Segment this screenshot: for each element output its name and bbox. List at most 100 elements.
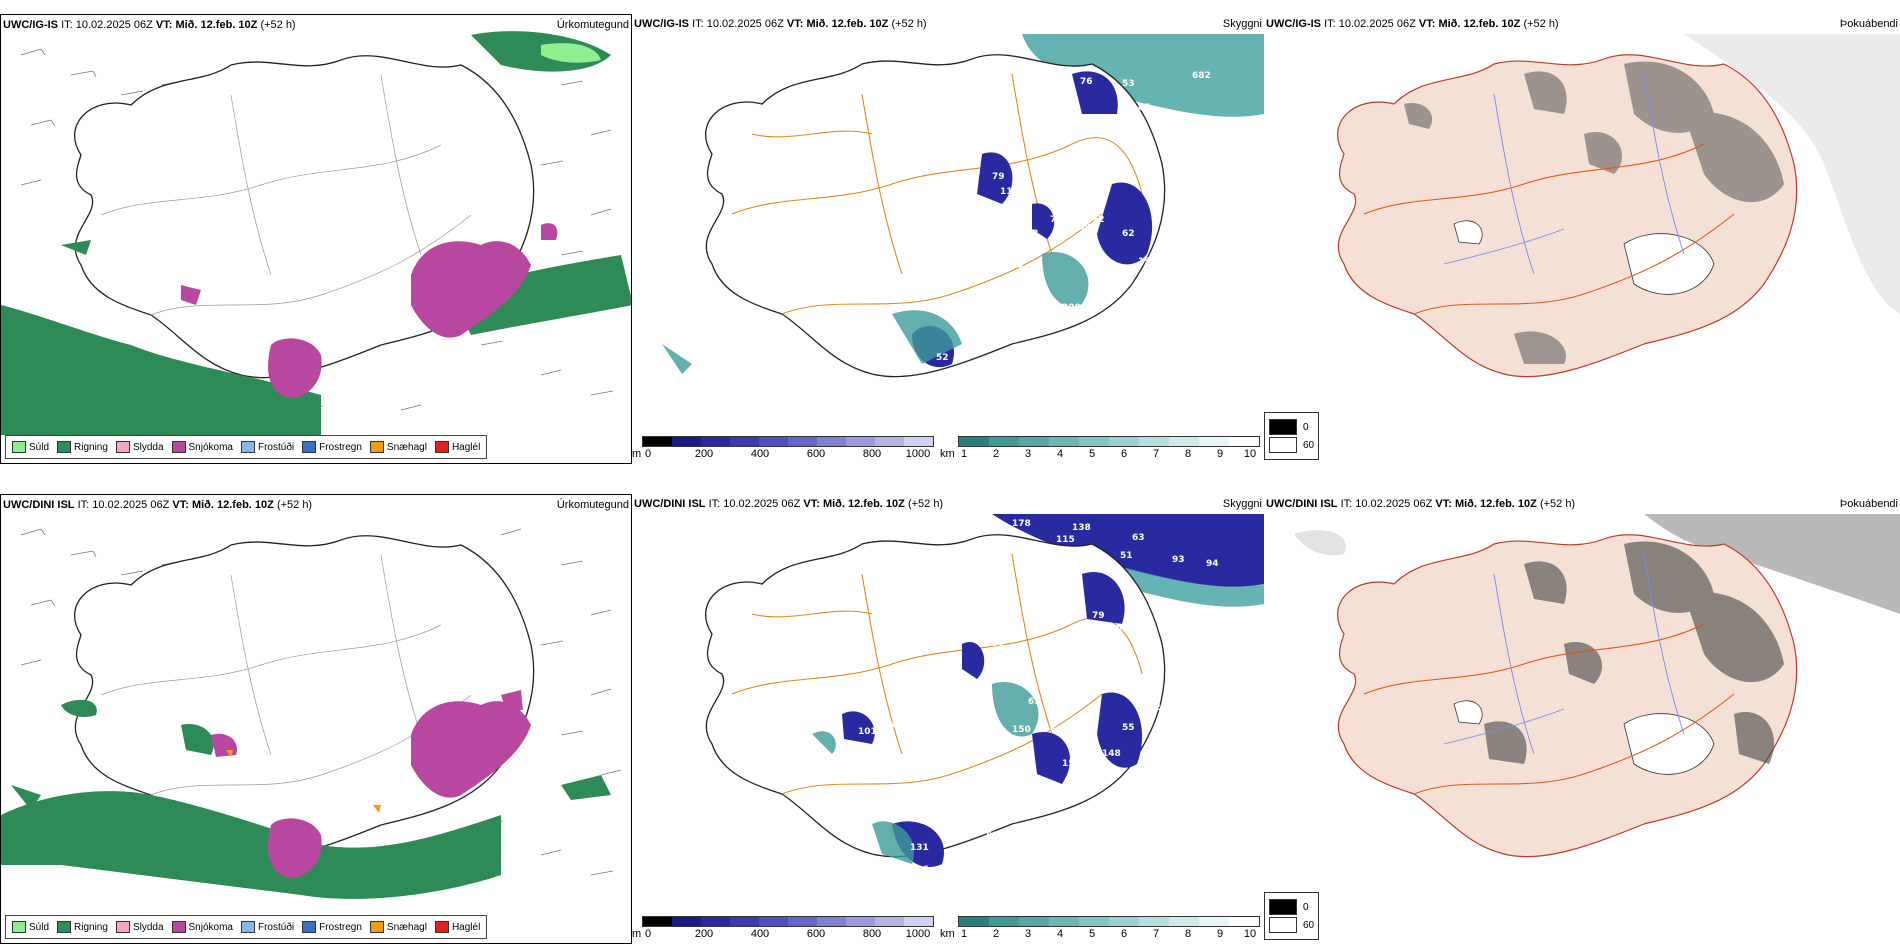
ceiling-label: 70 xyxy=(1050,215,1063,225)
ceiling-label: 69 xyxy=(1018,265,1031,275)
ceiling-value-labels: 100 76 53 682 65 107 79 111 57 106 70 24… xyxy=(772,65,1211,399)
ceiling-label: 115 xyxy=(1056,535,1075,545)
ceiling-tick: 200 xyxy=(694,928,714,940)
fog-legend-box-dark xyxy=(1269,419,1297,435)
sea-ceiling-band xyxy=(992,514,1264,587)
visibility-tick: 1 xyxy=(960,928,968,940)
sea-fog-light xyxy=(1294,530,1346,556)
ceiling-label: 200 xyxy=(1062,303,1081,313)
legend-item-frostregn: Frostregn xyxy=(302,441,362,453)
legend-item-snjokoma: Snjókoma xyxy=(171,921,233,933)
visibility-tick: 5 xyxy=(1088,928,1096,940)
visibility-tick: 3 xyxy=(1024,448,1032,460)
ceiling-label: 72 xyxy=(1092,215,1105,225)
visibility-tick: 10 xyxy=(1243,928,1257,940)
panel-top-middle-visibility: UWC/IG-IS IT: 10.02.2025 06Z VT: Mið. 12… xyxy=(632,14,1264,464)
ceiling-colorbar: m 0 200 400 600 800 1000 xyxy=(632,436,934,460)
legend-item-frostudi: Frostúði xyxy=(240,921,294,933)
ceiling-tick: 800 xyxy=(862,448,882,460)
ceiling-label: 72 xyxy=(1120,265,1133,275)
ceiling-tick: 0 xyxy=(644,448,652,460)
ceiling-label: 78 xyxy=(892,711,905,721)
ceiling-label: 100 xyxy=(772,65,791,75)
legend-swatch xyxy=(171,441,186,453)
legend-swatch xyxy=(57,921,72,933)
ceiling-label: 84 xyxy=(1084,551,1097,561)
legend-swatch xyxy=(115,921,130,933)
legend-swatch xyxy=(115,441,130,453)
panel-top-left-precip: UWC/IG-IS IT: 10.02.2025 06Z VT: Mið. 12… xyxy=(0,14,632,464)
iceland-land xyxy=(1337,54,1798,378)
fog-map xyxy=(1337,34,1900,378)
ceiling-tick: 200 xyxy=(694,448,714,460)
ceiling-label: 69 xyxy=(1050,725,1063,735)
snow-areas xyxy=(211,690,531,878)
legend-swatch xyxy=(302,921,317,933)
ceiling-label: 42 xyxy=(950,833,963,843)
ceiling-label: 101 xyxy=(858,727,877,737)
ceiling-label: 73 xyxy=(1026,229,1039,239)
ceiling-label: 79 xyxy=(1092,611,1105,621)
ceiling-label: 76 xyxy=(1080,77,1093,87)
panel-title: UWC/DINI ISL IT: 10.02.2025 06Z VT: Mið.… xyxy=(1266,498,1576,510)
legend-item-frostudi: Frostúði xyxy=(240,441,294,453)
legend-swatch xyxy=(171,921,186,933)
ceiling-label: 131 xyxy=(910,843,929,853)
visibility-tick: 1 xyxy=(960,448,968,460)
legend-swatch xyxy=(302,441,317,453)
ceiling-label: 178 xyxy=(1012,519,1031,529)
ceiling-label: 108 xyxy=(906,363,925,373)
ceiling-label: 62 xyxy=(1122,229,1135,239)
precip-map xyxy=(1,528,622,899)
iceland-coastline xyxy=(705,54,1166,378)
legend-swatch xyxy=(12,441,26,453)
fog-legend-row: 0 xyxy=(1269,419,1314,435)
ceiling-label: 248 xyxy=(1072,223,1091,233)
panel-field-title: Skyggni xyxy=(1222,498,1262,510)
panel-title: UWC/DINI ISL IT: 10.02.2025 06Z VT: Mið.… xyxy=(3,499,313,511)
panel-bottom-left-precip: UWC/DINI ISL IT: 10.02.2025 06Z VT: Mið.… xyxy=(0,494,632,944)
legend-swatch xyxy=(240,441,255,453)
ceiling-label: 150 xyxy=(1062,759,1081,769)
ceiling-unit: m xyxy=(632,448,642,460)
visibility-tick: 4 xyxy=(1056,928,1064,940)
ceiling-label: 148 xyxy=(1102,749,1121,759)
legend-item-snaehagl: Snæhagl xyxy=(369,921,427,933)
visibility-tick: 9 xyxy=(1216,448,1224,460)
visibility-tick: 5 xyxy=(1088,448,1096,460)
ceiling-value-labels: 178 138 115 63 84 51 93 94 79 95 80 91 7… xyxy=(858,519,1219,881)
ceiling-label: 107 xyxy=(940,147,959,157)
roads-rivers xyxy=(1363,553,1735,795)
ceiling-label: 91 xyxy=(992,639,1005,649)
visibility-tick: 7 xyxy=(1152,928,1160,940)
fog-legend: 0 60 xyxy=(1264,412,1320,460)
legend-item-slydda: Slydda xyxy=(115,921,164,933)
legend-item-rigning: Rigning xyxy=(57,441,108,453)
fog-map xyxy=(1294,514,1900,858)
ceiling-label: 65 xyxy=(1050,669,1063,679)
visibility-colorbar-swatches xyxy=(958,436,1260,447)
road-lines xyxy=(100,74,472,316)
glacier-white-areas xyxy=(1453,220,1715,295)
fog-legend-row: 60 xyxy=(1269,917,1314,933)
ceiling-label: 57 xyxy=(1052,170,1065,180)
precip-legend: Súld Rigning Slydda Snjókoma Frostúði Fr… xyxy=(5,435,488,459)
panel-bottom-middle-visibility: UWC/DINI ISL IT: 10.02.2025 06Z VT: Mið.… xyxy=(632,494,1264,944)
ceiling-label: 94 xyxy=(1206,559,1219,569)
visibility-tick: 6 xyxy=(1120,448,1128,460)
ceiling-label: 79 xyxy=(992,172,1005,182)
ceiling-label: 43 xyxy=(942,871,955,881)
fog-legend-box-light xyxy=(1269,437,1297,453)
ceiling-label: 93 xyxy=(1172,555,1185,565)
ceiling-label: 65 xyxy=(1138,103,1151,113)
rain-areas xyxy=(1,699,611,899)
ceiling-label: 80 xyxy=(1116,623,1129,633)
ceiling-label: 142 xyxy=(1142,703,1161,713)
ceiling-label: 111 xyxy=(1000,187,1019,197)
glacier-white-areas xyxy=(1453,700,1715,775)
ceiling-colorbar: m 0 200 400 600 800 1000 xyxy=(632,916,934,940)
panel-title: UWC/IG-IS IT: 10.02.2025 06Z VT: Mið. 12… xyxy=(1266,18,1559,30)
visibility-colorbar: km 1 2 3 4 5 6 7 8 9 10 xyxy=(940,436,1262,460)
ceiling-label: 59 xyxy=(1156,273,1169,283)
fog-shading xyxy=(1484,541,1784,764)
